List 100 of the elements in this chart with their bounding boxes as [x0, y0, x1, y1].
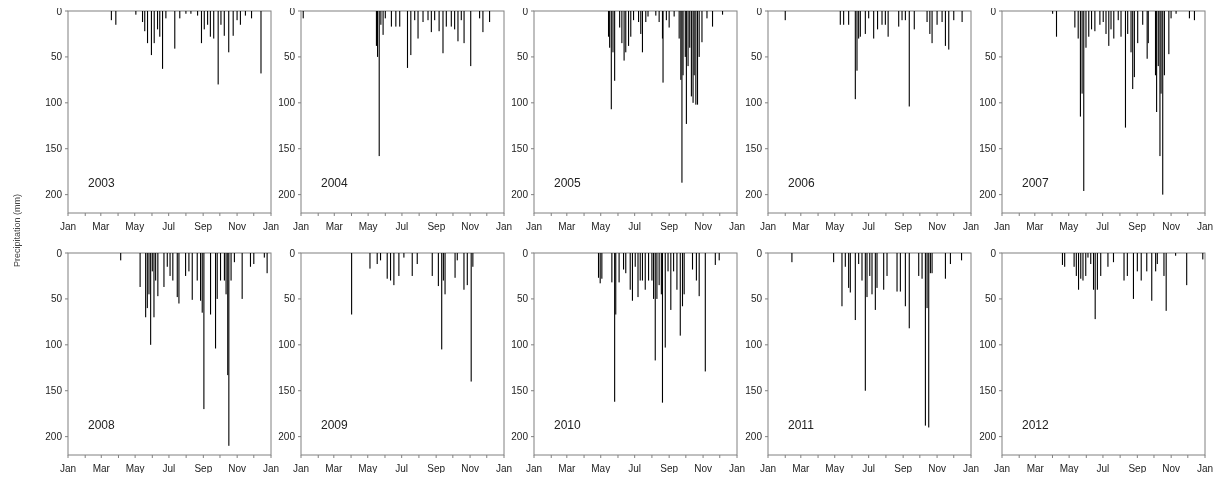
x-tick-label: May: [358, 221, 378, 232]
y-tick-label: 0: [522, 247, 529, 259]
x-tick-label: Sep: [194, 221, 213, 232]
annotation: 2006: [788, 176, 816, 190]
x-tick-label: Mar: [92, 463, 111, 474]
x-tick-label: Sep: [427, 221, 446, 232]
x-tick-label: Jul: [862, 463, 876, 474]
x-tick-label: Jan: [962, 463, 980, 474]
x-tick-label: Jan: [292, 221, 310, 232]
x-tick-label: Jan: [962, 221, 980, 232]
x-tick-label: Mar: [792, 463, 811, 474]
y-tick-label: 100: [45, 339, 63, 351]
y-tick-label: 150: [45, 385, 63, 397]
y-tick-label: 50: [516, 293, 529, 305]
y-tick-label: 100: [979, 97, 997, 109]
y-tick-label: 150: [278, 143, 296, 155]
y-tick-label: 200: [511, 189, 529, 201]
y-tick-label: 0: [990, 5, 997, 17]
x-tick-label: Nov: [228, 221, 246, 232]
x-tick-label: Mar: [558, 463, 577, 474]
x-tick-label: Mar: [558, 221, 577, 232]
y-tick-label: 200: [979, 189, 997, 201]
y-tick-label: 100: [278, 97, 296, 109]
x-tick-label: Jan: [993, 221, 1011, 232]
x-tick-label: Mar: [792, 221, 811, 232]
y-tick-label: 50: [516, 51, 529, 63]
y-tick-label: 50: [984, 293, 997, 305]
x-tick-label: Jul: [162, 463, 176, 474]
x-tick-label: Jan: [728, 221, 746, 232]
x-tick-label: Mar: [92, 221, 111, 232]
y-tick-label: 200: [278, 431, 296, 443]
x-tick-label: Jul: [628, 463, 642, 474]
annotation: 2010: [554, 418, 582, 432]
annotation: 2012: [1022, 418, 1050, 432]
y-tick-label: 0: [522, 5, 529, 17]
y-tick-label: 0: [56, 247, 63, 259]
y-tick-label: 100: [278, 339, 296, 351]
y-tick-label: 50: [283, 51, 296, 63]
y-tick-label: 0: [990, 247, 997, 259]
x-tick-label: Mar: [1026, 463, 1045, 474]
x-tick-label: Jan: [59, 463, 77, 474]
y-tick-label: 100: [979, 339, 997, 351]
annotation: 2009: [321, 418, 349, 432]
y-tick-label: 0: [756, 247, 763, 259]
x-tick-label: Nov: [228, 463, 247, 474]
y-tick-label: 0: [756, 5, 763, 17]
y-tick-label: 100: [745, 339, 763, 351]
x-tick-label: May: [591, 221, 611, 232]
y-tick-label: 200: [745, 431, 763, 443]
y-tick-label: 0: [289, 5, 296, 17]
x-tick-label: Nov: [928, 463, 946, 474]
y-tick-label: 150: [278, 385, 296, 397]
x-tick-label: May: [825, 221, 845, 232]
y-tick-label: 150: [745, 143, 763, 155]
y-tick-label: 50: [750, 293, 763, 305]
annotation: 2004: [321, 176, 349, 190]
x-tick-label: Jul: [1096, 221, 1110, 232]
y-tick-label: 50: [283, 293, 296, 305]
y-tick-label: 0: [56, 5, 63, 17]
x-tick-label: Jan: [1196, 463, 1214, 474]
y-tick-label: 200: [45, 431, 63, 443]
x-tick-label: Sep: [894, 221, 913, 232]
y-tick-label: 100: [511, 97, 529, 109]
x-tick-label: Jan: [759, 221, 777, 232]
y-axis-title: Precipitation (mm): [12, 193, 22, 268]
y-tick-label: 150: [745, 385, 763, 397]
x-tick-label: Nov: [694, 221, 712, 232]
y-tick-label: 150: [979, 143, 997, 155]
x-tick-label: Jul: [395, 221, 409, 232]
annotation: 2005: [554, 176, 582, 190]
annotation: 2008: [88, 418, 116, 432]
x-tick-label: Jan: [262, 463, 280, 474]
x-tick-label: Jul: [1096, 463, 1110, 474]
y-tick-label: 150: [511, 143, 529, 155]
x-tick-label: Jan: [1196, 221, 1214, 232]
y-tick-label: 150: [979, 385, 997, 397]
annotation: 2007: [1022, 176, 1050, 190]
y-tick-label: 200: [979, 431, 997, 443]
y-tick-label: 100: [45, 97, 63, 109]
x-tick-label: Sep: [1128, 221, 1147, 232]
x-tick-label: Jul: [162, 221, 176, 232]
y-tick-label: 200: [745, 189, 763, 201]
x-tick-label: Jan: [728, 463, 746, 474]
x-tick-label: Jan: [759, 463, 777, 474]
x-tick-label: Jan: [993, 463, 1011, 474]
x-tick-label: Nov: [1162, 221, 1180, 232]
x-tick-label: May: [125, 221, 145, 232]
x-tick-label: Mar: [325, 221, 344, 232]
x-tick-label: Mar: [1026, 221, 1045, 232]
x-tick-label: Jul: [862, 221, 876, 232]
y-tick-label: 200: [45, 189, 63, 201]
x-tick-label: Nov: [461, 221, 480, 232]
y-tick-label: 200: [278, 189, 296, 201]
x-tick-label: Mar: [325, 463, 344, 474]
x-tick-label: Jan: [495, 221, 513, 232]
x-tick-label: Jan: [292, 463, 310, 474]
annotation: 2003: [88, 176, 116, 190]
annotation: 2011: [788, 418, 815, 432]
x-tick-label: May: [1059, 221, 1079, 232]
y-tick-label: 150: [511, 385, 529, 397]
